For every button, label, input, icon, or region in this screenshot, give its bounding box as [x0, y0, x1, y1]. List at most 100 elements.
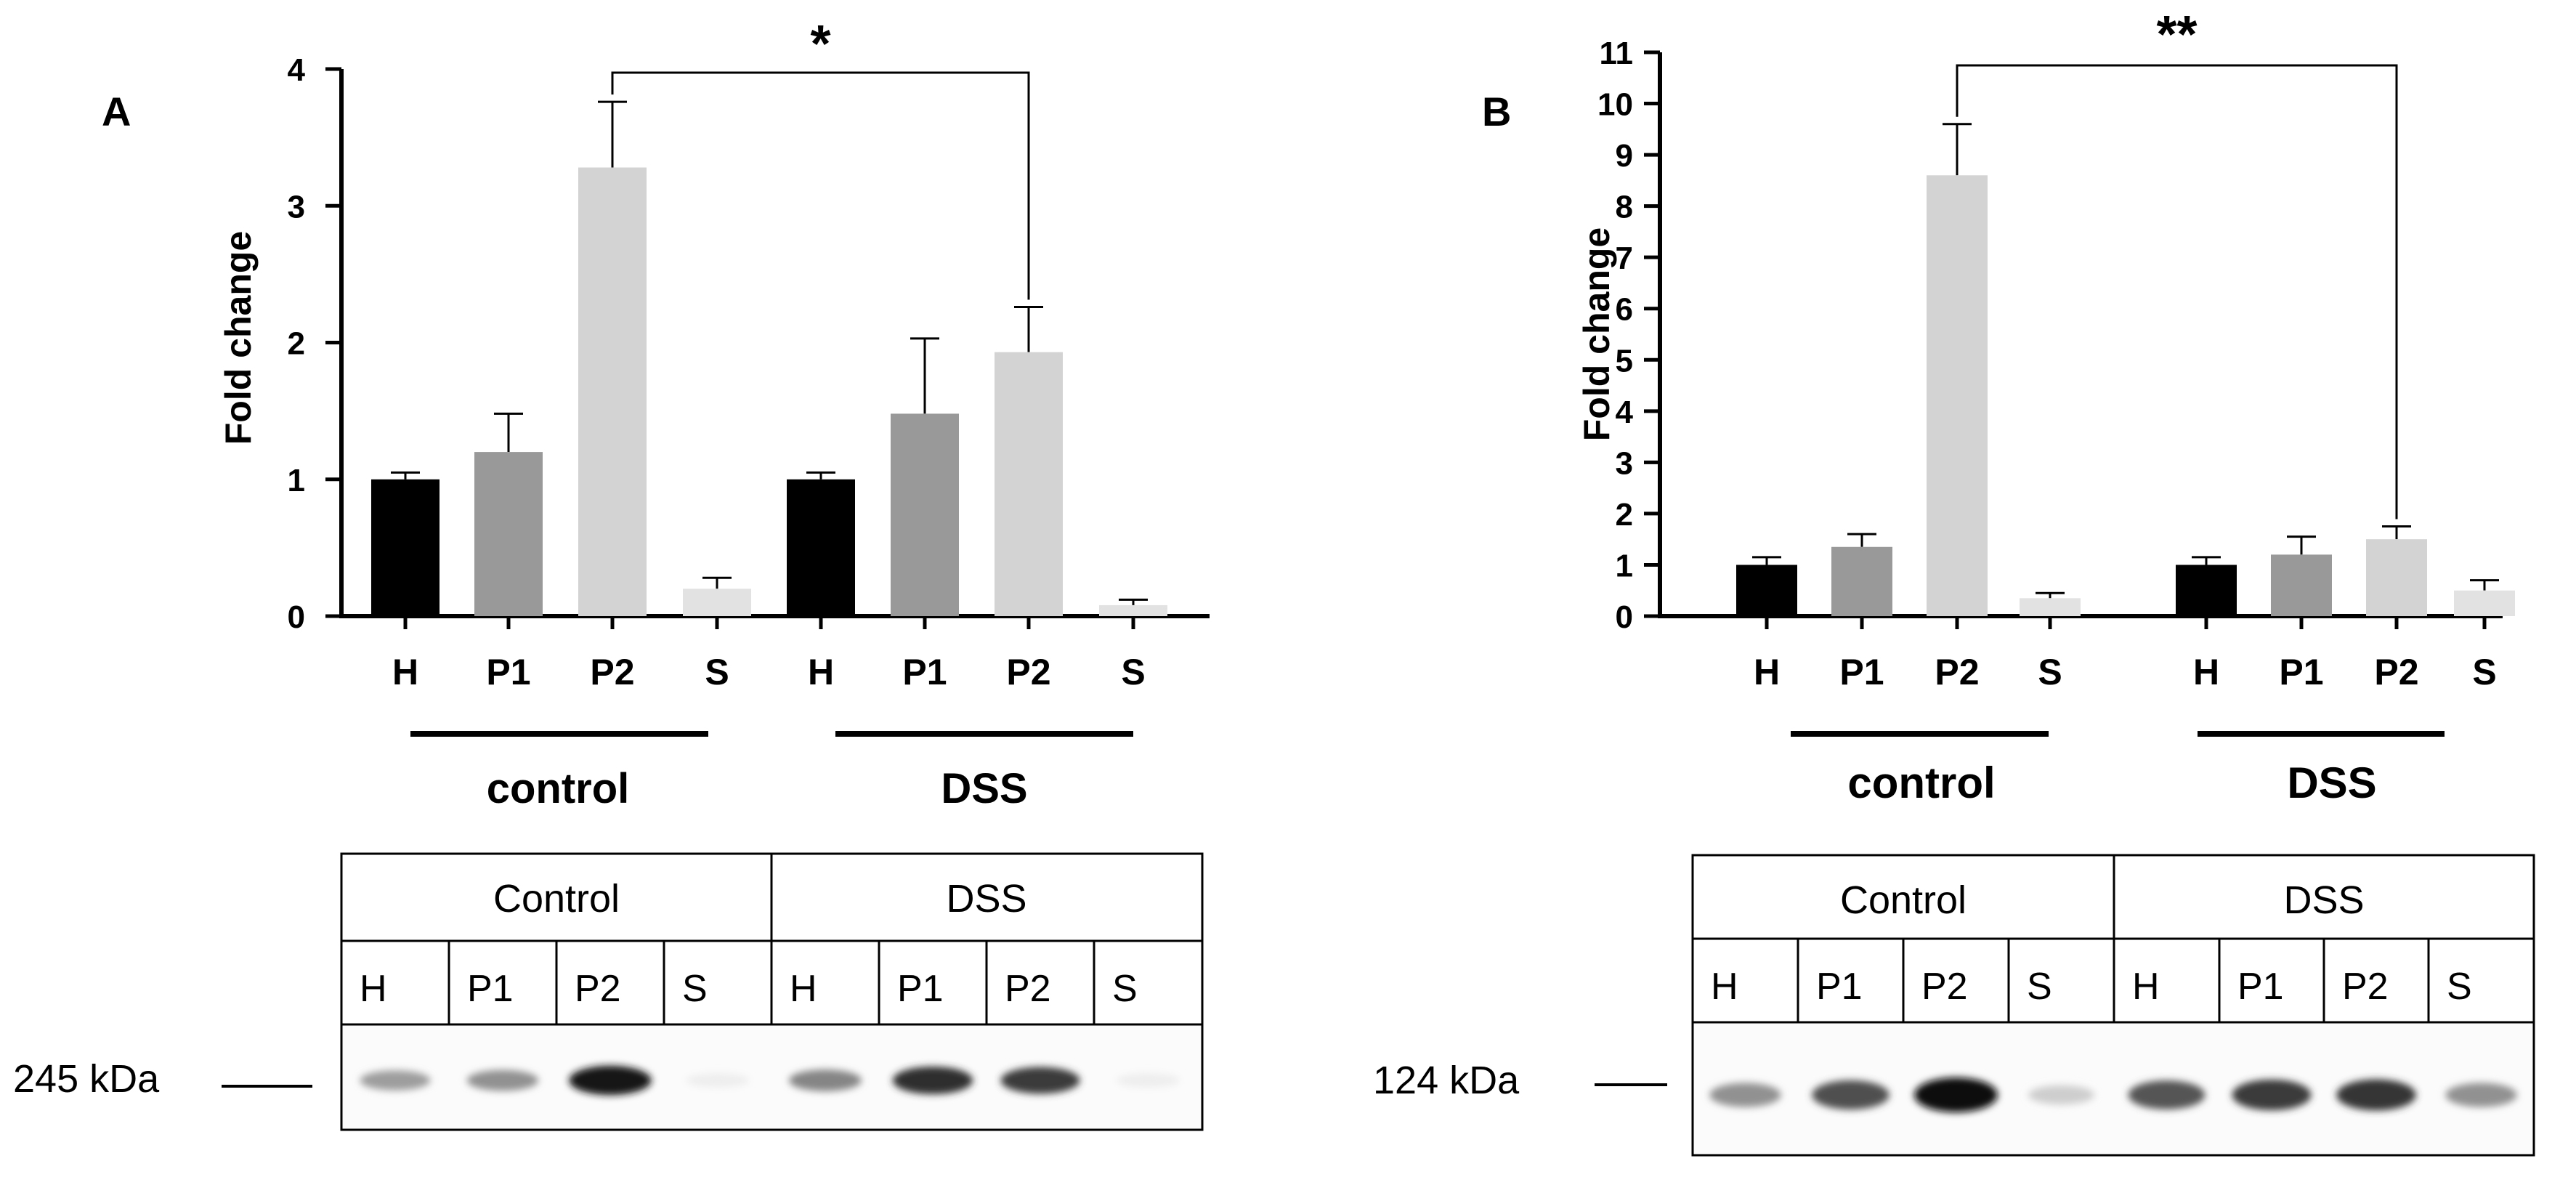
- significance-bracket-b: **: [1956, 6, 2398, 519]
- y-tick-label: 6: [1616, 292, 1633, 328]
- group-labels-a: control DSS: [410, 731, 1133, 812]
- x-tick-label: P2: [1006, 652, 1050, 692]
- blot-band: [466, 1069, 539, 1091]
- y-tick-label: 2: [288, 326, 305, 362]
- group-label-control-b: control: [1847, 759, 1995, 807]
- x-tick-labels-b: H P1 P2 S H P1 P2 S: [1754, 652, 2497, 692]
- blot-lane-label: H: [790, 968, 817, 1010]
- y-tick-label: 9: [1616, 138, 1633, 174]
- blot-lane-label: P1: [1816, 966, 1863, 1008]
- error-bars-a: [391, 100, 1148, 605]
- x-tick-label: P1: [2279, 652, 2323, 692]
- y-tick-label: 10: [1597, 87, 1633, 123]
- y-tick-labels-a: 0 1 2 3 4: [288, 52, 306, 635]
- bar: [371, 479, 440, 616]
- blot-band: [2028, 1085, 2094, 1105]
- x-tick-label: P2: [590, 652, 634, 692]
- blot-header-dss-b: DSS: [2283, 878, 2364, 922]
- group-label-dss-b: DSS: [2287, 759, 2376, 807]
- y-tick-label: 4: [288, 52, 306, 88]
- significance-label-b: **: [2156, 6, 2197, 64]
- bars-b: [1736, 175, 2515, 617]
- bar: [2366, 539, 2427, 616]
- x-tick-label: S: [2472, 652, 2496, 692]
- bar: [891, 413, 959, 616]
- blot-lane-label: H: [1711, 966, 1738, 1008]
- blot-marker-b: 124 kDa: [1373, 1059, 1520, 1102]
- y-tick-label: 2: [1616, 497, 1633, 533]
- x-tick-label: P1: [486, 652, 530, 692]
- blot-lane-label: P2: [575, 968, 621, 1010]
- blot-lane-label: S: [1112, 968, 1138, 1010]
- y-tick-label: 1: [1616, 548, 1633, 583]
- significance-line-a: [611, 71, 1030, 300]
- blot-band: [789, 1069, 862, 1091]
- blot-lane-label: H: [2132, 966, 2160, 1008]
- x-tick-label: P2: [1935, 652, 1979, 692]
- blot-lane-dividers-a: [447, 941, 1095, 1024]
- y-tick-label: 11: [1599, 36, 1633, 71]
- y-axis-label-a: Fold change: [218, 231, 259, 445]
- y-tick-label: 1: [288, 463, 305, 498]
- bar: [1099, 604, 1167, 616]
- blot-band: [686, 1073, 750, 1088]
- blot-band: [1116, 1073, 1180, 1088]
- group-label-control-a: control: [487, 765, 630, 812]
- bar: [995, 352, 1063, 616]
- blot-lane-label: P1: [2237, 966, 2284, 1008]
- axes-b: [1644, 50, 2503, 629]
- blot-band: [569, 1065, 652, 1096]
- y-tick-label: 3: [1616, 445, 1633, 481]
- blot-lane-label: P2: [2342, 966, 2389, 1008]
- significance-line-b: [1956, 64, 2398, 519]
- x-tick-label: P1: [902, 652, 947, 692]
- panel-a: A Fold change H P1 P2 S H P1 P2 S 0 1 2 3 4 * contr…: [13, 15, 1210, 1131]
- bar: [1831, 546, 1892, 616]
- significance-bracket-a: *: [611, 15, 1030, 300]
- bars-a: [371, 167, 1167, 617]
- group-label-dss-a: DSS: [941, 765, 1027, 812]
- blot-bands-a: [360, 1065, 1180, 1096]
- blot-lane-label: S: [682, 968, 708, 1010]
- blot-marker-a: 245 kDa: [13, 1057, 160, 1101]
- blot-lane-label: P1: [897, 968, 944, 1010]
- y-tick-label: 7: [1616, 240, 1633, 276]
- blot-header-control-a: Control: [493, 877, 620, 921]
- blot-lane-label: P2: [1005, 968, 1051, 1010]
- y-tick-label: 4: [1616, 395, 1634, 430]
- bar: [787, 479, 855, 616]
- x-tick-label: H: [392, 652, 418, 692]
- bar: [2020, 598, 2081, 616]
- y-tick-label: 0: [288, 599, 305, 635]
- panel-label-a: A: [102, 89, 131, 134]
- bar: [1736, 565, 1797, 616]
- blot-lane-label: S: [2027, 966, 2052, 1008]
- blot-lane-dividers-b: [1797, 939, 2430, 1022]
- bar: [2454, 590, 2515, 616]
- blot-header-dss-a: DSS: [946, 877, 1026, 921]
- blot-lane-label: P2: [1921, 966, 1968, 1008]
- y-axis-label-b: Fold change: [1576, 227, 1617, 441]
- bar: [1927, 175, 1988, 617]
- blot-header-control-b: Control: [1840, 878, 1967, 922]
- bar: [578, 167, 647, 617]
- bar: [2176, 565, 2237, 616]
- blot-lane-labels-b: H P1 P2 S H P1 P2 S: [1711, 966, 2472, 1008]
- axes-a: [325, 67, 1210, 629]
- error-bars-b: [1752, 123, 2499, 599]
- x-tick-label: S: [2038, 652, 2062, 692]
- x-tick-label: S: [705, 652, 729, 692]
- x-tick-label: H: [2193, 652, 2219, 692]
- blot-band: [2232, 1079, 2312, 1111]
- y-tick-label: 0: [1616, 599, 1633, 635]
- blot-bands-b: [1709, 1077, 2517, 1112]
- x-tick-label: H: [1754, 652, 1780, 692]
- bar: [683, 589, 751, 616]
- y-tick-labels-b: 0 1 2 3 4 5 6 7 8 9 10 11: [1597, 36, 1633, 635]
- blot-band: [2445, 1083, 2517, 1107]
- bar: [474, 452, 543, 616]
- blot-band: [2336, 1079, 2416, 1111]
- y-tick-label: 8: [1616, 190, 1633, 225]
- western-blot-b: Control DSS H P1 P2 S H P1 P2 S 124 kDa: [1373, 854, 2535, 1157]
